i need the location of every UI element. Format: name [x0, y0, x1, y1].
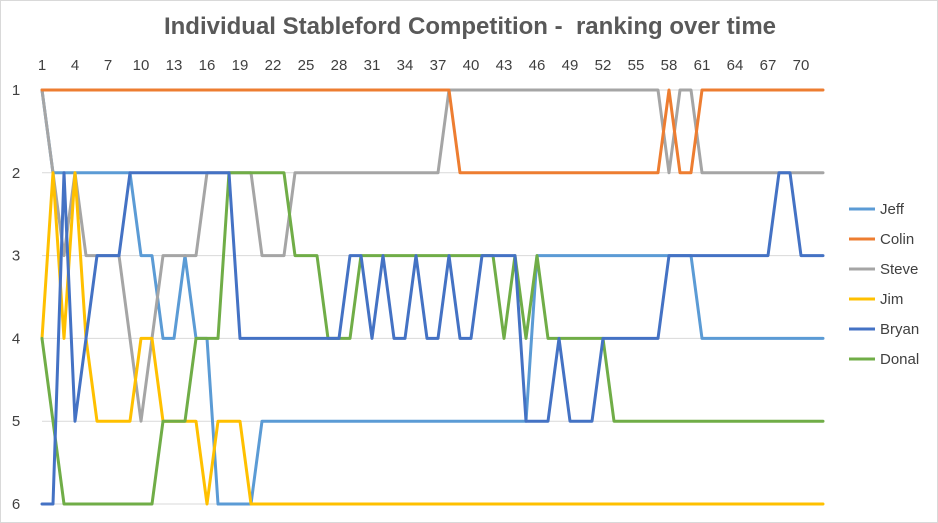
x-tick-label: 19 — [232, 57, 249, 74]
x-tick-label: 4 — [71, 57, 79, 74]
legend-label: Jim — [880, 291, 903, 308]
x-tick-label: 46 — [529, 57, 546, 74]
x-tick-label: 40 — [463, 57, 480, 74]
x-axis-ticks: 1 4 7 10 13 16 19 22 25 28 31 34 37 40 43 46 49 52 55 58 61 6… — [38, 57, 810, 74]
x-tick-label: 37 — [430, 57, 447, 74]
y-axis-ticks: 1 2 3 4 5 6 — [12, 82, 20, 513]
series-line-colin — [40, 88, 825, 175]
x-tick-label: 64 — [727, 57, 744, 74]
legend-label: Donal — [880, 351, 919, 368]
x-tick-label: 67 — [760, 57, 777, 74]
series-lines — [40, 88, 825, 506]
x-tick-label: 7 — [104, 57, 112, 74]
x-tick-label: 31 — [364, 57, 381, 74]
x-tick-label: 28 — [331, 57, 348, 74]
x-tick-label: 34 — [397, 57, 414, 74]
x-tick-label: 1 — [38, 57, 46, 74]
x-tick-label: 55 — [628, 57, 645, 74]
x-tick-label: 58 — [661, 57, 678, 74]
series-line-bryan — [40, 171, 825, 506]
legend-label: Jeff — [880, 201, 905, 218]
series-line-donal — [40, 171, 825, 506]
x-tick-label: 52 — [595, 57, 612, 74]
x-tick-label: 43 — [496, 57, 513, 74]
y-tick-label: 3 — [12, 248, 20, 265]
y-tick-label: 1 — [12, 82, 20, 99]
x-tick-label: 49 — [562, 57, 579, 74]
legend-label: Bryan — [880, 321, 919, 338]
series-line-jim — [40, 171, 825, 506]
x-tick-label: 13 — [166, 57, 183, 74]
x-tick-label: 10 — [133, 57, 150, 74]
y-tick-label: 6 — [12, 496, 20, 513]
legend-label: Steve — [880, 261, 918, 278]
y-tick-label: 2 — [12, 165, 20, 182]
y-tick-label: 5 — [12, 413, 20, 430]
x-tick-label: 25 — [298, 57, 315, 74]
x-tick-label: 61 — [694, 57, 711, 74]
y-tick-label: 4 — [12, 330, 20, 347]
chart-title: Individual Stableford Competition - rank… — [163, 13, 777, 40]
legend-label: Colin — [880, 231, 914, 248]
legend: Jeff Colin Steve Jim Bryan Donal — [849, 201, 919, 368]
x-tick-label: 16 — [199, 57, 216, 74]
x-tick-label: 70 — [793, 57, 810, 74]
x-tick-label: 22 — [265, 57, 282, 74]
